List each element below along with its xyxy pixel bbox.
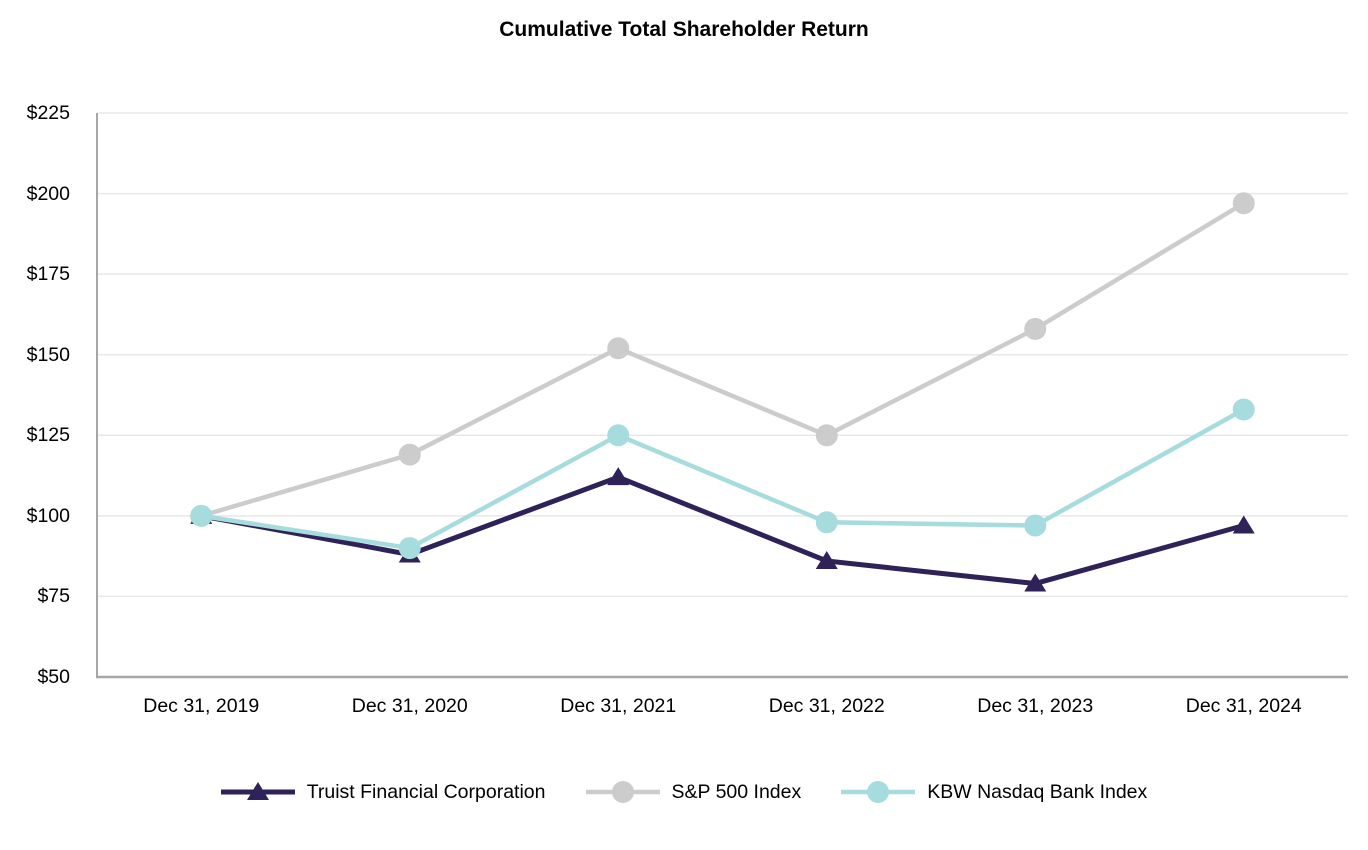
y-tick-label: $200	[26, 182, 70, 205]
series-marker-truist-financial-corporation	[607, 467, 630, 486]
series-marker-truist-financial-corporation	[1024, 573, 1047, 592]
legend-item-s-p-500-index: S&P 500 Index	[585, 776, 802, 808]
y-tick-label: $50	[37, 666, 70, 688]
series-marker-kbw-nasdaq-bank-index	[1232, 398, 1255, 421]
series-marker-s-p-500-index	[1232, 192, 1255, 215]
series-marker-kbw-nasdaq-bank-index	[607, 424, 630, 447]
legend-triangle-marker-icon	[220, 782, 295, 800]
series-marker-truist-financial-corporation	[1232, 515, 1255, 534]
series-marker-kbw-nasdaq-bank-index	[190, 504, 213, 527]
legend-marker	[246, 782, 269, 800]
x-tick-label: Dec 31, 2020	[351, 695, 468, 717]
series-marker-kbw-nasdaq-bank-index	[815, 511, 838, 534]
legend: Truist Financial Corporation S&P 500 Inde…	[0, 772, 1368, 812]
series-line-truist-financial-corporation	[200, 474, 1245, 587]
x-tick-label: Dec 31, 2019	[143, 695, 260, 717]
series-line-s-p-500-index	[200, 201, 1245, 519]
series-marker-kbw-nasdaq-bank-index	[1024, 514, 1047, 537]
x-tick-label: Dec 31, 2022	[768, 695, 885, 717]
x-tick-label: Dec 31, 2023	[977, 695, 1094, 717]
legend-label: KBW Nasdaq Bank Index	[927, 780, 1148, 803]
y-tick-label: $150	[26, 343, 70, 366]
series-marker-s-p-500-index	[1024, 317, 1047, 340]
y-tick-label: $175	[26, 263, 70, 286]
chart-title: Cumulative Total Shareholder Return	[499, 18, 869, 41]
x-tick-label: Dec 31, 2024	[1185, 695, 1302, 717]
y-tick-label: $225	[26, 102, 70, 124]
series-line-kbw-nasdaq-bank-index	[200, 407, 1245, 551]
legend-label: Truist Financial Corporation	[306, 780, 546, 803]
legend-item-truist-financial-corporation: Truist Financial Corporation	[220, 776, 546, 808]
legend-item-kbw-nasdaq-bank-index: KBW Nasdaq Bank Index	[841, 776, 1147, 808]
legend-circle-marker-icon	[585, 781, 660, 803]
series-marker-s-p-500-index	[398, 443, 421, 466]
legend-label: S&P 500 Index	[671, 780, 802, 803]
legend-marker	[611, 781, 634, 803]
series-marker-s-p-500-index	[815, 424, 838, 447]
y-tick-label: $75	[37, 585, 70, 608]
series-marker-truist-financial-corporation	[815, 550, 838, 569]
series-marker-s-p-500-index	[607, 337, 630, 360]
series-marker-kbw-nasdaq-bank-index	[398, 537, 421, 560]
legend-circle-marker-icon	[841, 781, 916, 803]
y-tick-label: $125	[26, 424, 70, 447]
legend-marker	[867, 781, 890, 803]
x-tick-label: Dec 31, 2021	[560, 695, 677, 717]
y-tick-label: $100	[26, 504, 70, 527]
